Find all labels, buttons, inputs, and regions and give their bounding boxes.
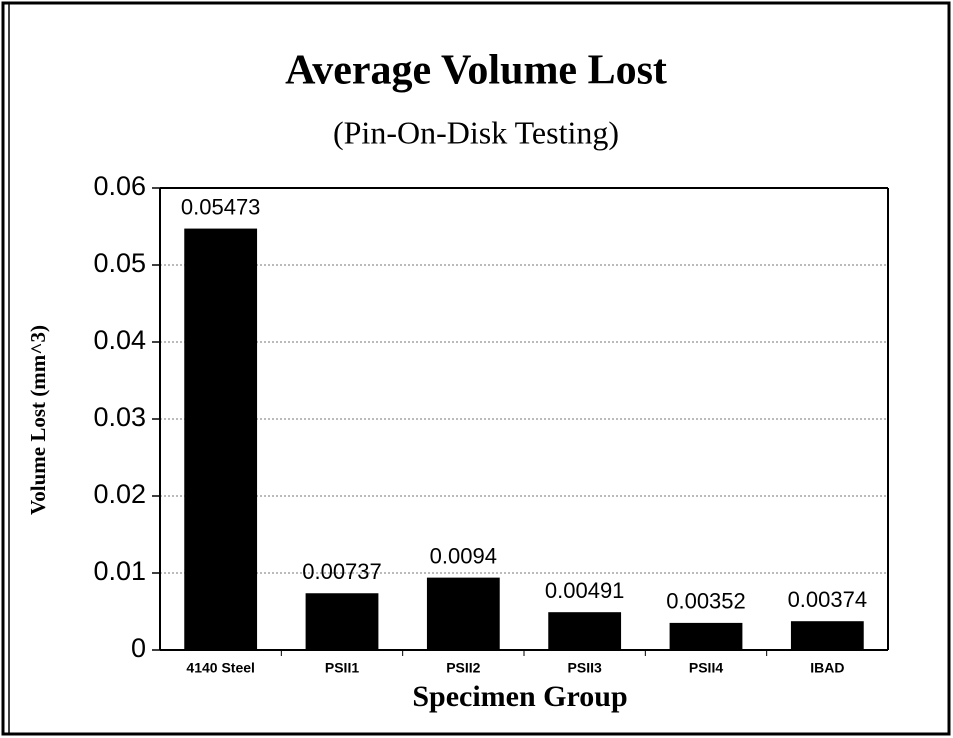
- x-tick-label: PSII4: [689, 660, 723, 676]
- x-axis-title: Specimen Group: [412, 680, 627, 713]
- bar: [669, 622, 743, 650]
- bar: [184, 228, 258, 651]
- x-tick-label: 4140 Steel: [186, 660, 255, 676]
- bar: [426, 577, 500, 650]
- bar: [790, 621, 864, 650]
- value-label: 0.00374: [788, 587, 868, 612]
- y-axis-title: Volume Lost (mm^3): [26, 325, 50, 515]
- bar: [548, 612, 622, 650]
- x-tick-label: PSII2: [446, 660, 480, 676]
- value-label: 0.00352: [666, 589, 746, 614]
- x-tick-label: PSII3: [568, 660, 602, 676]
- y-tick-label: 0.05: [93, 248, 146, 278]
- y-tick-label: 0.06: [93, 171, 146, 201]
- y-tick-label: 0.01: [93, 556, 146, 586]
- value-label: 0.00491: [545, 578, 625, 603]
- bar: [305, 593, 379, 650]
- x-tick-label: PSII1: [325, 660, 359, 676]
- value-label: 0.05473: [181, 194, 261, 219]
- chart-subtitle: (Pin-On-Disk Testing): [333, 114, 619, 150]
- y-tick-label: 0.02: [93, 479, 146, 509]
- y-tick-label: 0: [131, 633, 146, 663]
- x-tick-label: IBAD: [810, 660, 844, 676]
- y-tick-label: 0.03: [93, 402, 146, 432]
- y-tick-label: 0.04: [93, 325, 146, 355]
- value-label: 0.0094: [430, 543, 497, 568]
- chart-title: Average Volume Lost: [285, 48, 667, 94]
- value-label: 0.00737: [302, 559, 382, 584]
